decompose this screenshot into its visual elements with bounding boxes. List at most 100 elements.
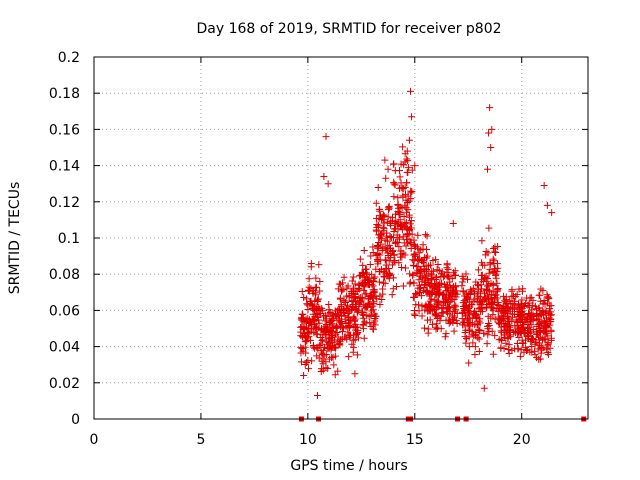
data-point (477, 303, 485, 311)
outlier-point (313, 391, 321, 399)
data-point (493, 279, 501, 287)
data-point (502, 298, 510, 306)
data-point (340, 273, 348, 281)
data-point (443, 298, 451, 306)
data-point (462, 302, 470, 310)
data-point (379, 224, 387, 232)
data-point (484, 325, 492, 333)
data-point (470, 295, 478, 303)
data-point (308, 316, 316, 324)
data-point (442, 330, 450, 338)
outlier-point (381, 156, 389, 164)
data-point (414, 243, 422, 251)
data-point (360, 318, 368, 326)
data-point (427, 295, 435, 303)
data-point (534, 345, 542, 353)
data-point (328, 331, 336, 339)
data-point (376, 234, 384, 242)
data-point (452, 293, 460, 301)
data-point (482, 304, 490, 312)
data-point (297, 343, 305, 351)
data-point (426, 316, 434, 324)
data-point (480, 295, 488, 303)
data-point (451, 313, 459, 321)
data-point (487, 290, 495, 298)
data-point (344, 306, 352, 314)
outlier-point (485, 129, 493, 137)
data-point (491, 332, 499, 340)
data-point (506, 297, 514, 305)
outlier-point (322, 133, 330, 141)
data-point (366, 319, 374, 327)
data-point (371, 317, 379, 325)
data-point (474, 334, 482, 342)
data-point (485, 269, 493, 277)
data-point (344, 301, 352, 309)
data-point (414, 284, 422, 292)
data-point (324, 323, 332, 331)
data-point (336, 309, 344, 317)
data-point (487, 314, 495, 322)
data-point (337, 336, 345, 344)
data-point (395, 167, 403, 175)
data-point (533, 330, 541, 338)
data-point (504, 345, 512, 353)
data-point (472, 278, 480, 286)
data-point (446, 292, 454, 300)
data-point (511, 301, 519, 309)
data-point (360, 286, 368, 294)
data-point (363, 276, 371, 284)
data-point (358, 295, 366, 303)
data-point (319, 346, 327, 354)
data-point (402, 196, 410, 204)
data-point (470, 332, 478, 340)
data-point (432, 256, 440, 264)
data-point (328, 330, 336, 338)
data-point (319, 307, 327, 315)
data-point (462, 298, 470, 306)
data-point (372, 199, 380, 207)
data-point (385, 241, 393, 249)
data-point (441, 333, 449, 341)
data-point (415, 256, 423, 264)
data-point (297, 358, 305, 366)
data-point (396, 253, 404, 261)
data-point (516, 352, 524, 360)
data-point (426, 307, 434, 315)
data-point (514, 321, 522, 329)
data-point (524, 310, 532, 318)
data-point (373, 220, 381, 228)
data-point (471, 350, 479, 358)
data-point (300, 294, 308, 302)
data-point (354, 323, 362, 331)
data-point (478, 237, 486, 245)
data-point (314, 306, 322, 314)
data-point (531, 302, 539, 310)
data-point (367, 252, 375, 260)
data-point (448, 287, 456, 295)
data-point (324, 344, 332, 352)
data-point (309, 343, 317, 351)
data-point (494, 285, 502, 293)
data-point (309, 287, 317, 295)
data-point (375, 206, 383, 214)
data-point (298, 288, 306, 296)
data-point (346, 324, 354, 332)
data-point (468, 328, 476, 336)
data-point (471, 288, 479, 296)
data-point (402, 264, 410, 272)
data-point (489, 255, 497, 263)
data-point (335, 340, 343, 348)
data-point (308, 321, 316, 329)
y-tick-label: 0.02 (49, 376, 80, 392)
data-point (425, 289, 433, 297)
y-tick-label: 0.08 (49, 267, 80, 283)
data-point (330, 361, 338, 369)
data-point (422, 288, 430, 296)
data-point (407, 217, 415, 225)
data-point (489, 306, 497, 314)
data-point (369, 298, 377, 306)
data-point (394, 194, 402, 202)
data-point (308, 357, 316, 365)
data-point (391, 257, 399, 265)
